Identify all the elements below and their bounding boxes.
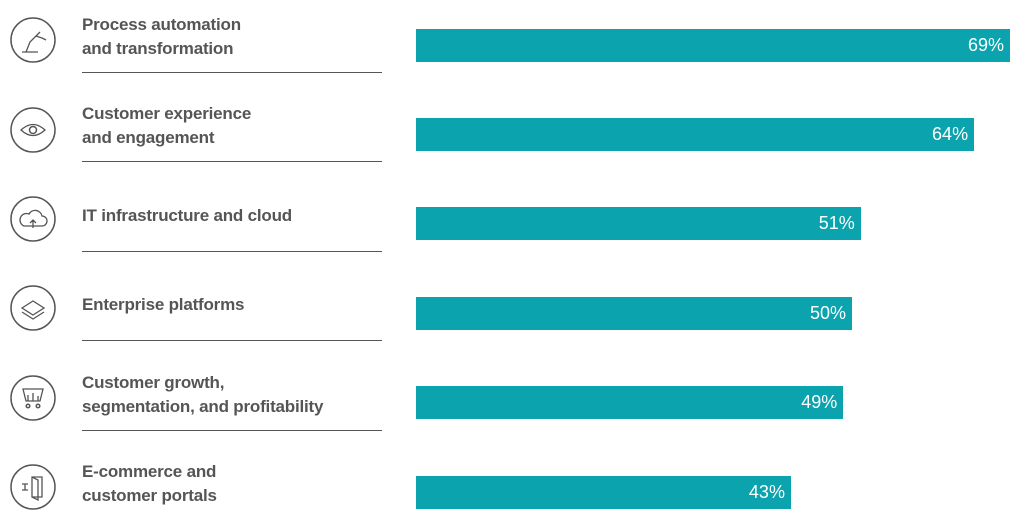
category-label: Customer growth, segmentation, and profi… — [82, 372, 324, 416]
bar — [416, 28, 1010, 62]
icon-portal — [10, 464, 56, 510]
icon-layers — [10, 285, 56, 331]
icon-eye — [10, 107, 56, 153]
icon-robot-arm — [10, 17, 56, 63]
separator — [82, 429, 382, 431]
category-label: Customer experience and engagement — [82, 104, 252, 148]
value-label: 64% — [932, 123, 969, 144]
category-label: E-commerce and customer portals — [82, 462, 217, 505]
separator — [82, 340, 382, 342]
icon-cart — [10, 375, 56, 421]
category-label: IT infrastructure and cloud — [82, 205, 292, 225]
value-label: 49% — [801, 392, 838, 413]
value-label: 43% — [748, 481, 785, 502]
category-label: Enterprise platforms — [82, 295, 245, 315]
value-label: 50% — [809, 302, 846, 323]
icon-cloud — [10, 196, 56, 242]
separator — [82, 72, 382, 73]
separator — [82, 250, 382, 252]
bar — [416, 207, 861, 241]
bar — [416, 117, 975, 151]
separator — [82, 161, 382, 163]
value-label: 51% — [818, 213, 855, 234]
bar — [416, 296, 852, 330]
bar — [416, 475, 791, 509]
category-label: Process automation and transformation — [82, 15, 241, 58]
bar — [416, 386, 844, 420]
value-label: 69% — [967, 34, 1004, 55]
icons — [10, 17, 56, 510]
